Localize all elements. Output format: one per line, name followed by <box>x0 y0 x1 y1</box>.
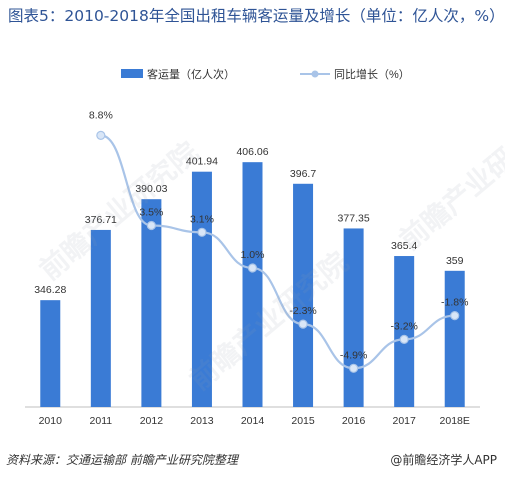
x-tick-label: 2013 <box>190 415 214 427</box>
x-tick-label: 2012 <box>140 415 164 427</box>
bar-value-label: 346.28 <box>34 284 66 296</box>
growth-marker <box>146 220 156 231</box>
bar-value-label: 396.7 <box>290 168 316 180</box>
bar <box>293 183 314 407</box>
x-tick-label: 2014 <box>241 415 265 427</box>
legend-line-label: 同比增长（%） <box>334 67 410 81</box>
growth-value-label: -4.9% <box>340 349 367 361</box>
bar <box>444 270 465 407</box>
bar <box>191 171 212 407</box>
x-tick-label: 2010 <box>39 415 63 427</box>
bar <box>343 228 364 407</box>
bar-value-label: 401.94 <box>186 156 218 168</box>
growth-marker <box>298 319 308 329</box>
bar-value-label: 406.06 <box>236 146 268 158</box>
source-note: 资料来源：交通运输部 前瞻产业研究院整理 <box>6 453 238 467</box>
growth-marker <box>450 311 460 321</box>
legend-line-marker <box>311 70 319 78</box>
x-tick-label: 2015 <box>291 415 315 427</box>
x-tick-label: 2011 <box>90 415 113 427</box>
x-tick-label: 2018E <box>440 415 470 427</box>
growth-marker <box>96 130 106 140</box>
growth-value-label: -2.3% <box>289 305 316 317</box>
bar-value-label: 390.03 <box>135 183 167 195</box>
x-tick-label: 2017 <box>392 415 416 427</box>
growth-marker <box>399 334 409 344</box>
growth-value-label: 3.1% <box>190 213 214 225</box>
bar-value-label: 365.4 <box>391 240 417 252</box>
bar <box>242 162 263 407</box>
x-tick-label: 2016 <box>342 415 366 427</box>
bar <box>40 300 61 407</box>
growth-value-label: 3.5% <box>139 207 163 219</box>
bar-value-label: 376.71 <box>85 214 117 226</box>
bar-value-label: 377.35 <box>338 212 370 224</box>
brand-note: @前瞻经济学人APP <box>390 453 497 467</box>
growth-value-label: -3.2% <box>390 320 417 332</box>
growth-value-label: 1.0% <box>241 249 265 261</box>
legend-bar-label: 客运量（亿人次） <box>147 67 235 81</box>
legend-bar-swatch <box>121 69 143 78</box>
growth-value-label: -1.8% <box>441 297 468 309</box>
growth-marker <box>197 227 207 237</box>
bar <box>394 256 415 407</box>
growth-marker <box>349 363 359 373</box>
growth-marker <box>247 263 258 273</box>
chart-title: 图表5：2010-2018年全国出租车辆客运量及增长（单位：亿人次，%） <box>8 7 505 25</box>
growth-value-label: 8.8% <box>89 109 113 121</box>
bar <box>90 229 111 407</box>
bar <box>141 199 162 407</box>
bar-value-label: 359 <box>446 255 464 267</box>
